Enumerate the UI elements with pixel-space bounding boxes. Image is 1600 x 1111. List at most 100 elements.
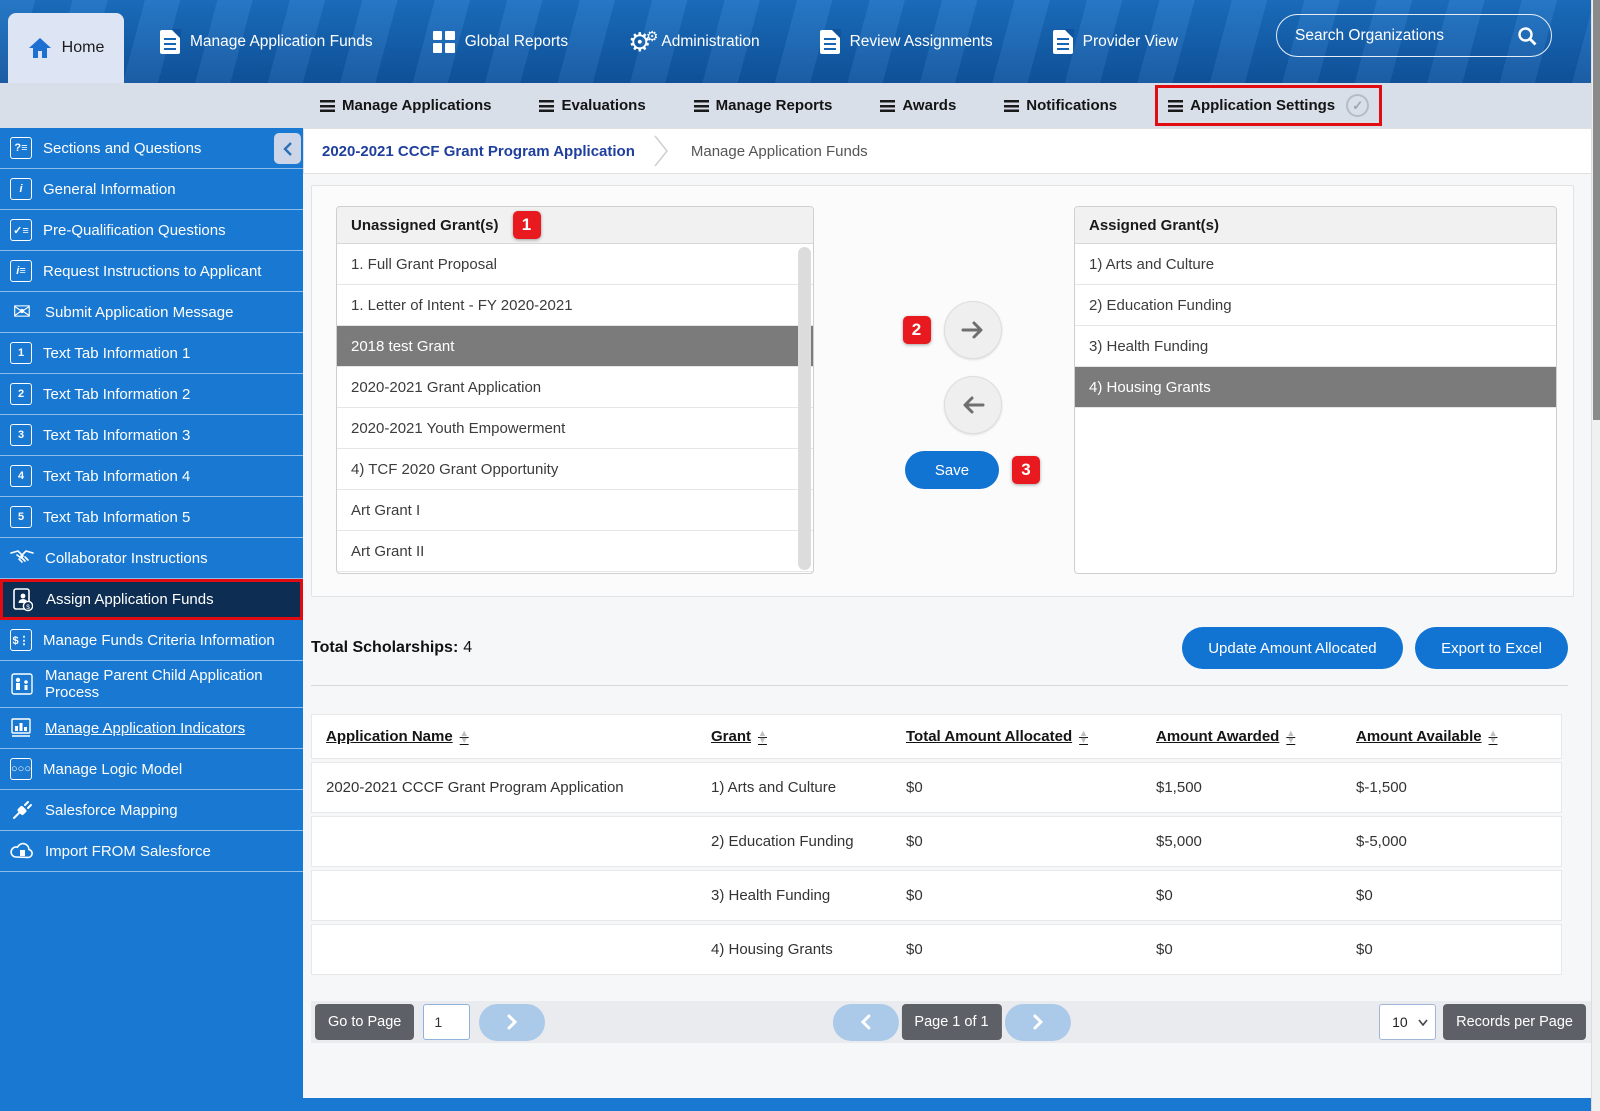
sidebar-item-pre-qualification-questions[interactable]: ✓≡ Pre-Qualification Questions [0, 210, 303, 251]
cell-amount-available: $0 [1356, 941, 1373, 958]
unassigned-grant-row[interactable]: 1. Full Grant Proposal [337, 244, 813, 285]
sidebar-item-import-from-salesforce[interactable]: Import FROM Salesforce [0, 831, 303, 872]
subnav-application-settings[interactable]: Application Settings ✓ [1155, 85, 1383, 126]
unassigned-grant-row-selected[interactable]: 2018 test Grant [337, 326, 813, 367]
cloud-import-icon [10, 839, 34, 863]
sidebar-item-text-tab-3[interactable]: 3 Text Tab Information 3 [0, 415, 303, 456]
previous-page-button[interactable] [832, 1003, 899, 1041]
go-to-page-button[interactable]: Go to Page [315, 1004, 415, 1040]
nav-item-label: Administration [661, 32, 760, 50]
subnav-notifications[interactable]: Notifications [1004, 97, 1117, 114]
nav-item-review-assignments[interactable]: Review Assignments [819, 28, 993, 54]
sidebar-item-text-tab-4[interactable]: 4 Text Tab Information 4 [0, 456, 303, 497]
subnav-manage-reports[interactable]: Manage Reports [693, 97, 833, 114]
tab-3-icon: 3 [10, 424, 32, 446]
nav-item-label: Review Assignments [849, 32, 993, 50]
breadcrumb: 2020-2021 CCCF Grant Program Application… [303, 128, 1592, 174]
sidebar-item-general-information[interactable]: i General Information [0, 169, 303, 210]
unassigned-grant-row[interactable]: 2020-2021 Grant Application [337, 367, 813, 408]
menu-icon [539, 99, 555, 112]
unassigned-grant-row[interactable]: 1. Letter of Intent - FY 2020-2021 [337, 285, 813, 326]
home-icon [28, 38, 51, 58]
search-icon[interactable] [1517, 26, 1537, 46]
subnav-awards[interactable]: Awards [880, 97, 956, 114]
pagination-bar: Go to Page Page 1 of 1 10 Records per Pa… [311, 1001, 1592, 1043]
sort-icon[interactable]: ▲ ▼ [758, 727, 767, 745]
check-circle-icon: ✓ [1346, 94, 1370, 117]
breadcrumb-chevron-icon [654, 135, 668, 167]
column-amount-available[interactable]: Amount Available ▲ ▼ [1356, 727, 1498, 745]
page-scrollbar-thumb[interactable] [1593, 0, 1600, 420]
list-scrollbar-thumb[interactable] [798, 247, 811, 570]
sidebar-item-manage-logic-model[interactable]: ○○○ Manage Logic Model [0, 749, 303, 790]
sidebar-item-manage-application-indicators[interactable]: Manage Application Indicators [0, 708, 303, 749]
go-button[interactable] [479, 1003, 546, 1041]
page-scrollbar[interactable] [1591, 0, 1600, 1111]
sections-questions-icon: ?≡ [10, 137, 32, 159]
records-per-page-select[interactable]: 10 [1379, 1004, 1437, 1040]
page-number-input[interactable] [423, 1004, 471, 1040]
sidebar-item-text-tab-5[interactable]: 5 Text Tab Information 5 [0, 497, 303, 538]
subnav-label: Evaluations [561, 97, 646, 114]
nav-item-administration[interactable]: ⚙ ⚙ Administration [628, 28, 760, 55]
next-page-button[interactable] [1004, 1003, 1071, 1041]
sidebar-item-text-tab-2[interactable]: 2 Text Tab Information 2 [0, 374, 303, 415]
column-application-name[interactable]: Application Name ▲ ▼ [326, 727, 469, 745]
unassigned-grant-row[interactable]: 4) TCF 2020 Grant Opportunity [337, 449, 813, 490]
sidebar-item-collaborator-instructions[interactable]: Collaborator Instructions [0, 538, 303, 579]
assigned-grant-row[interactable]: 3) Health Funding [1075, 326, 1556, 367]
sidebar-item-text-tab-1[interactable]: 1 Text Tab Information 1 [0, 333, 303, 374]
sidebar-item-manage-funds-criteria-information[interactable]: $⋮ Manage Funds Criteria Information [0, 620, 303, 661]
page-status: Page 1 of 1 [901, 1004, 1002, 1040]
nav-item-provider-view[interactable]: Provider View [1052, 28, 1178, 54]
subnav-manage-applications[interactable]: Manage Applications [320, 97, 491, 114]
sort-icon[interactable]: ▲ ▼ [1488, 727, 1498, 745]
save-button[interactable]: Save [905, 451, 999, 489]
breadcrumb-application-link[interactable]: 2020-2021 CCCF Grant Program Application [322, 142, 635, 160]
column-grant[interactable]: Grant ▲ ▼ [711, 727, 767, 745]
checklist-icon: ✓≡ [10, 219, 32, 241]
main-content: 2020-2021 CCCF Grant Program Application… [303, 128, 1592, 1111]
nav-tab-home[interactable]: Home [8, 13, 124, 83]
sidebar-item-submit-application-message[interactable]: ✉ Submit Application Message [0, 292, 303, 333]
parent-child-icon [10, 672, 34, 696]
assigned-grants-title: Assigned Grant(s) [1089, 216, 1220, 234]
subnav-evaluations[interactable]: Evaluations [539, 97, 646, 114]
sidebar-item-request-instructions-to-applicant[interactable]: i ≡ Request Instructions to Applicant [0, 251, 303, 292]
sidebar-collapse-button[interactable] [274, 133, 301, 164]
sidebar-item-assign-application-funds[interactable]: $ Assign Application Funds [0, 579, 303, 620]
table-row: 4) Housing Grants $0 $0 $0 [311, 924, 1562, 975]
sidebar-item-salesforce-mapping[interactable]: Salesforce Mapping [0, 790, 303, 831]
menu-icon [693, 99, 709, 112]
subnav-label: Manage Reports [715, 97, 833, 114]
cell-grant: 4) Housing Grants [711, 941, 833, 958]
annotation-badge-2: 2 [902, 316, 931, 344]
subnav-label: Awards [902, 97, 957, 114]
menu-icon [1168, 99, 1184, 112]
sort-icon[interactable]: ▲ ▼ [1286, 727, 1296, 745]
unassigned-grant-row[interactable]: Art Grant II [337, 531, 813, 572]
search-input[interactable] [1295, 26, 1517, 45]
sort-icon[interactable]: ▲ ▼ [459, 727, 469, 745]
sort-icon[interactable]: ▲ ▼ [1079, 727, 1089, 745]
unassigned-grant-row[interactable]: Art Grant I [337, 490, 813, 531]
sidebar-item-sections-and-questions[interactable]: ?≡ Sections and Questions [0, 128, 303, 169]
cell-application-name: 2020-2021 CCCF Grant Program Application [326, 779, 624, 796]
assigned-grant-row[interactable]: 2) Education Funding [1075, 285, 1556, 326]
chevron-left-icon [860, 1014, 870, 1030]
assigned-grant-row[interactable]: 1) Arts and Culture [1075, 244, 1556, 285]
column-amount-awarded[interactable]: Amount Awarded ▲ ▼ [1156, 727, 1296, 745]
chevron-down-icon [1418, 1019, 1428, 1026]
column-total-amount-allocated[interactable]: Total Amount Allocated ▲ ▼ [906, 727, 1089, 745]
unassigned-grant-row[interactable]: 2020-2021 Youth Empowerment [337, 408, 813, 449]
update-amount-allocated-button[interactable]: Update Amount Allocated [1182, 627, 1403, 669]
tab-2-icon: 2 [10, 383, 32, 405]
sidebar-item-manage-parent-child-application-process[interactable]: Manage Parent Child Application Process [0, 661, 303, 708]
cell-grant: 2) Education Funding [711, 833, 854, 850]
nav-item-manage-application-funds[interactable]: Manage Application Funds [160, 28, 373, 54]
nav-item-global-reports[interactable]: Global Reports [432, 30, 568, 53]
move-right-button[interactable] [943, 301, 1002, 359]
move-left-button[interactable] [943, 376, 1002, 434]
export-to-excel-button[interactable]: Export to Excel [1415, 627, 1568, 669]
assigned-grant-row-selected[interactable]: 4) Housing Grants [1075, 367, 1556, 408]
